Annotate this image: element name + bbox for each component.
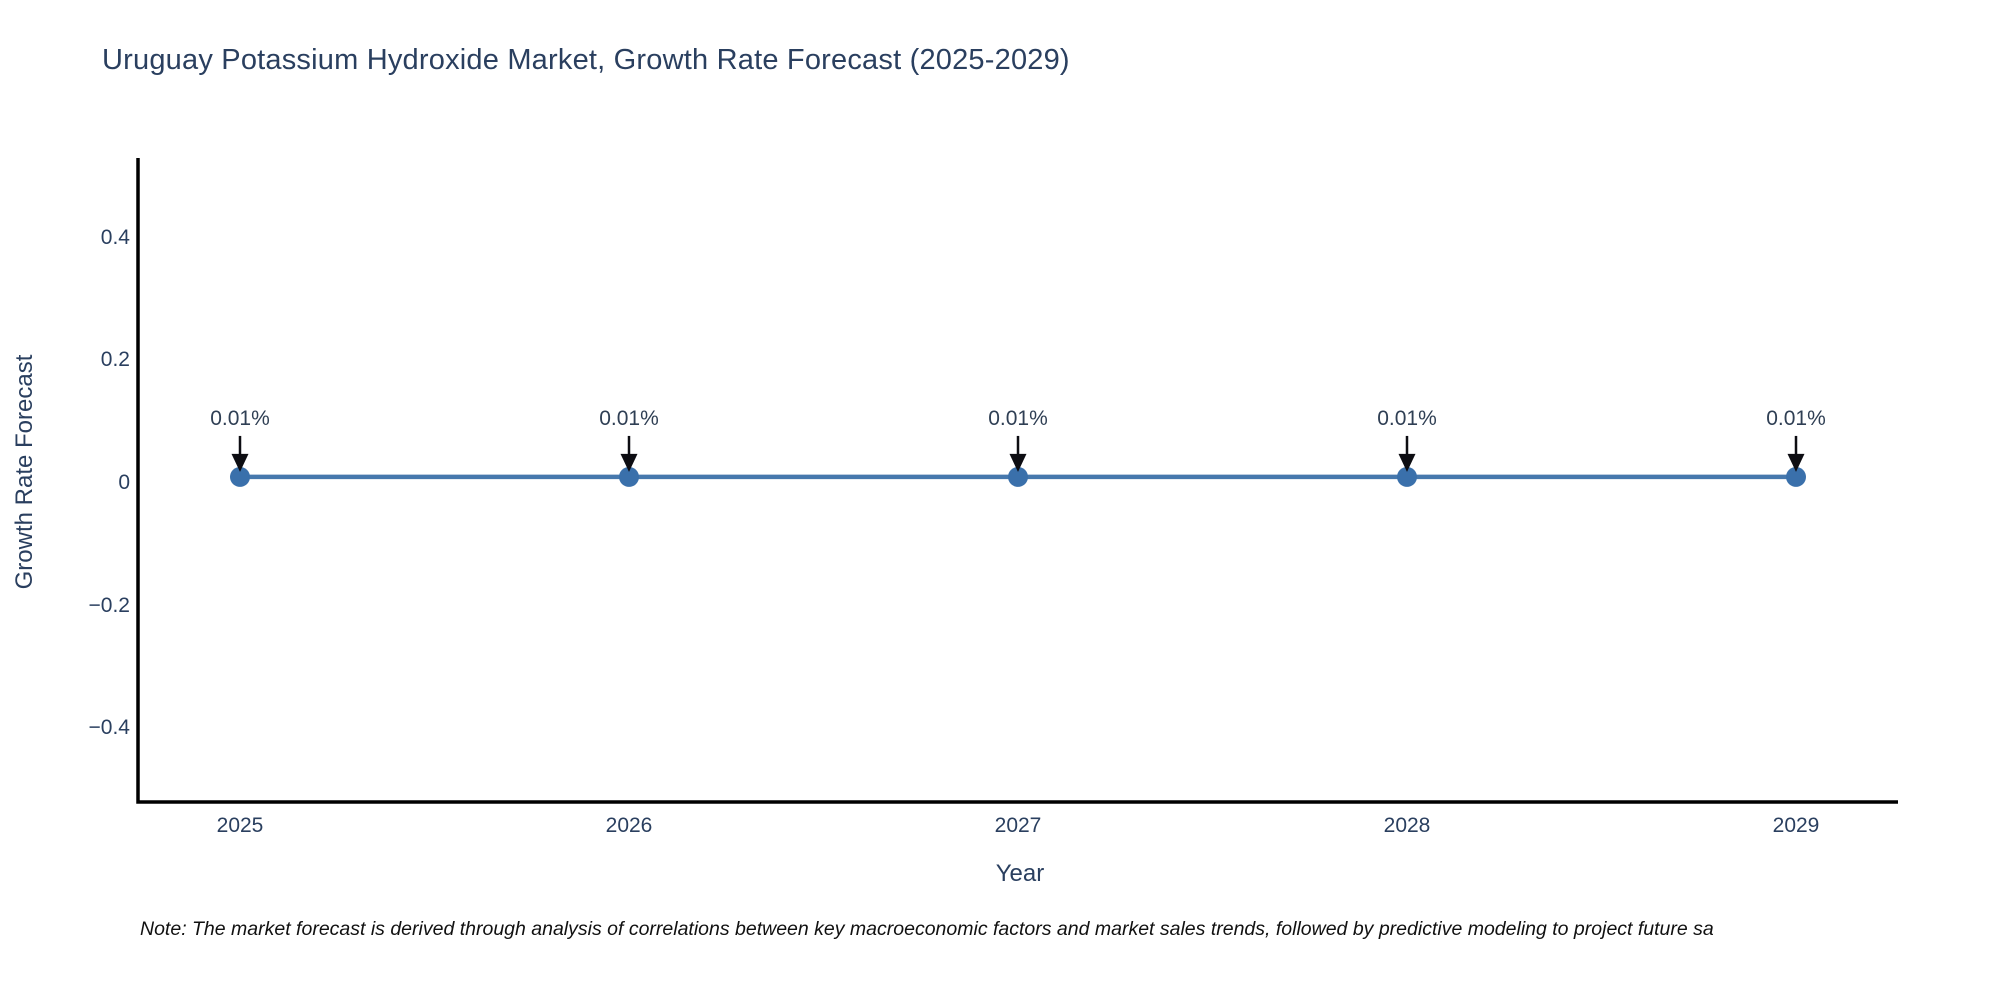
- y-axis-title: Growth Rate Forecast: [11, 354, 38, 590]
- data-point-marker[interactable]: [1397, 466, 1417, 487]
- x-axis-tick-label: 2025: [216, 814, 264, 837]
- data-point-value-label: 0.01%: [1766, 406, 1826, 430]
- data-point-marker[interactable]: [230, 466, 250, 487]
- data-point-value-label: 0.01%: [599, 406, 659, 430]
- y-axis-tick-label: −0.2: [88, 593, 130, 617]
- annotation-arrowhead-icon: [1398, 453, 1416, 472]
- data-point-value-label: 0.01%: [988, 406, 1048, 430]
- data-point-value-label: 0.01%: [210, 406, 270, 430]
- x-axis-tick-label: 2028: [1383, 814, 1431, 837]
- y-axis-tick-label: 0: [118, 471, 130, 495]
- chart-title: Uruguay Potassium Hydroxide Market, Grow…: [102, 44, 1070, 76]
- axis-spines: [136, 158, 1898, 804]
- y-axis-tick-label: 0.2: [100, 348, 130, 372]
- y-axis-tick-label: −0.4: [88, 716, 130, 740]
- annotation-arrowhead-icon: [1787, 453, 1805, 472]
- x-axis-tick-label: 2027: [994, 814, 1042, 837]
- y-axis-tick-label: 0.4: [100, 225, 130, 249]
- data-point-marker[interactable]: [1786, 466, 1806, 487]
- data-point-marker[interactable]: [1008, 466, 1028, 487]
- data-point-value-label: 0.01%: [1377, 406, 1437, 430]
- footnote-text: Note: The market forecast is derived thr…: [140, 918, 1714, 940]
- data-point-marker[interactable]: [619, 466, 639, 487]
- annotation-arrowhead-icon: [1009, 453, 1027, 472]
- annotation-arrowhead-icon: [231, 453, 249, 472]
- x-axis-tick-label: 2026: [605, 814, 653, 837]
- x-axis-title: Year: [995, 860, 1045, 887]
- annotation-arrowhead-icon: [620, 453, 638, 472]
- x-axis-tick-label: 2029: [1772, 814, 1820, 837]
